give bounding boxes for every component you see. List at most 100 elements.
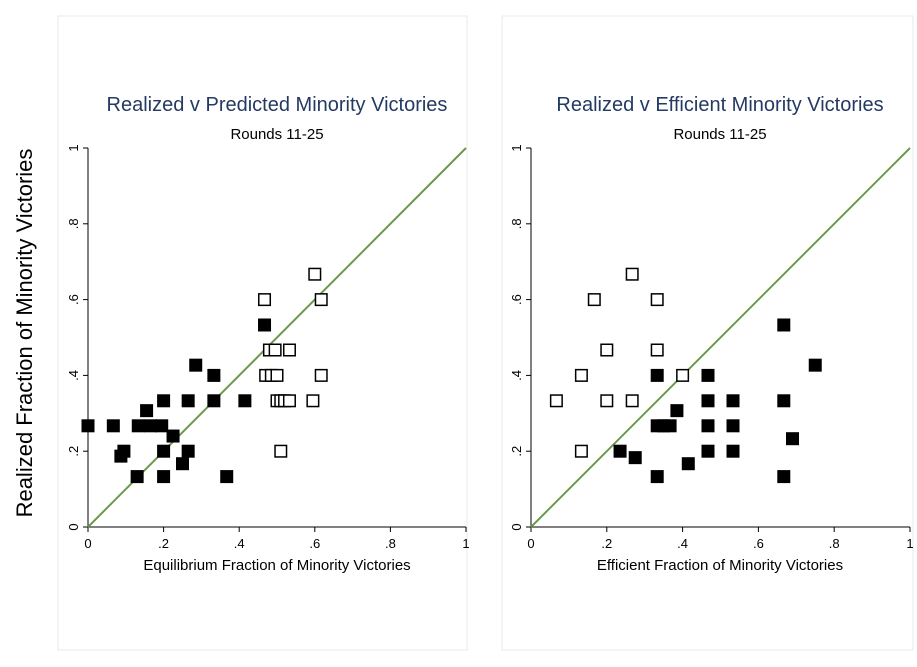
data-point-hollow	[587, 293, 601, 307]
data-point-filled	[157, 444, 171, 458]
data-point-filled	[207, 394, 221, 408]
data-point-filled	[681, 457, 695, 471]
data-point-filled	[117, 444, 131, 458]
data-point-hollow	[676, 368, 690, 382]
data-point-hollow	[314, 293, 328, 307]
data-point-hollow	[282, 343, 296, 357]
shared-y-axis-label: Realized Fraction of Minority Victories	[12, 149, 37, 518]
data-point-filled	[207, 368, 221, 382]
data-point-filled	[189, 358, 203, 372]
data-point-filled	[157, 394, 171, 408]
data-point-hollow	[625, 394, 639, 408]
data-point-hollow	[270, 368, 284, 382]
data-point-filled	[166, 429, 180, 443]
x-tick-label: 0	[84, 536, 91, 551]
y-tick-label: .8	[66, 218, 81, 229]
y-tick-label: .6	[66, 294, 81, 305]
data-point-filled	[663, 419, 677, 433]
x-tick-label: 1	[906, 536, 913, 551]
chart-subtitle: Rounds 11-25	[230, 126, 323, 143]
x-tick-label: .8	[385, 536, 396, 551]
data-point-filled	[140, 404, 154, 418]
x-tick-label: .6	[753, 536, 764, 551]
data-point-hollow	[574, 444, 588, 458]
x-axis-label: Equilibrium Fraction of Minority Victori…	[143, 557, 410, 574]
y-tick-label: 0	[66, 523, 81, 530]
data-point-filled	[131, 419, 145, 433]
data-point-filled	[701, 444, 715, 458]
data-point-hollow	[268, 343, 282, 357]
data-point-hollow	[549, 394, 563, 408]
y-tick-label: .6	[509, 294, 524, 305]
data-point-hollow	[258, 293, 272, 307]
y-tick-label: .4	[509, 370, 524, 381]
data-point-filled	[106, 419, 120, 433]
data-point-filled	[786, 432, 800, 446]
x-tick-label: .8	[829, 536, 840, 551]
data-point-hollow	[314, 368, 328, 382]
y-tick-label: .8	[509, 218, 524, 229]
data-point-filled	[258, 318, 272, 332]
data-point-filled	[777, 394, 791, 408]
data-point-filled	[157, 470, 171, 484]
chart-subtitle: Rounds 11-25	[673, 126, 766, 143]
x-tick-label: .4	[677, 536, 688, 551]
y-tick-label: 1	[66, 144, 81, 151]
x-tick-label: 0	[527, 536, 534, 551]
x-axis-label: Efficient Fraction of Minority Victories	[597, 557, 843, 574]
data-point-hollow	[650, 293, 664, 307]
data-point-filled	[628, 451, 642, 465]
x-tick-label: .4	[234, 536, 245, 551]
data-point-filled	[220, 470, 234, 484]
plot-area: 0 .2 .4 .6 .8 1 0 .2 .4 .6 .8 1	[66, 144, 470, 551]
data-point-filled	[726, 444, 740, 458]
plot-area: 0 .2 .4 .6 .8 1 0 .2 .4 .6 .8 1	[509, 144, 914, 551]
data-point-hollow	[600, 394, 614, 408]
reference-line-45deg	[530, 147, 911, 528]
data-point-filled	[701, 394, 715, 408]
panel-border	[57, 15, 468, 651]
chart-title: Realized v Predicted Minority Victories	[107, 94, 448, 116]
chart-panel-predicted: Realized v Predicted Minority Victories …	[57, 15, 470, 651]
y-tick-label: 0	[509, 523, 524, 530]
data-point-filled	[155, 419, 169, 433]
data-point-filled	[143, 419, 157, 433]
data-point-filled	[726, 394, 740, 408]
data-point-filled	[701, 419, 715, 433]
data-point-filled	[81, 419, 95, 433]
y-tick-label: .2	[509, 446, 524, 457]
data-point-hollow	[306, 394, 320, 408]
data-point-filled	[181, 394, 195, 408]
data-point-hollow	[650, 343, 664, 357]
data-point-hollow	[574, 368, 588, 382]
x-tick-label: .2	[601, 536, 612, 551]
y-tick-label: .2	[66, 446, 81, 457]
panel-border	[501, 15, 914, 651]
y-tick-label: .4	[66, 370, 81, 381]
data-point-hollow	[625, 267, 639, 281]
data-point-filled	[650, 368, 664, 382]
data-point-filled	[726, 419, 740, 433]
chart-panel-efficient: Realized v Efficient Minority Victories …	[501, 15, 914, 651]
data-point-hollow	[282, 394, 296, 408]
x-tick-label: .2	[158, 536, 169, 551]
data-point-hollow	[308, 267, 322, 281]
data-point-filled	[130, 470, 144, 484]
data-point-filled	[181, 444, 195, 458]
data-point-filled	[701, 368, 715, 382]
data-point-hollow	[274, 444, 288, 458]
chart-title: Realized v Efficient Minority Victories	[556, 94, 883, 116]
x-tick-label: .6	[309, 536, 320, 551]
data-point-filled	[777, 318, 791, 332]
data-point-hollow	[600, 343, 614, 357]
data-point-filled	[613, 444, 627, 458]
data-point-filled	[808, 358, 822, 372]
data-point-filled	[176, 457, 189, 471]
reference-line-45deg	[87, 147, 467, 528]
data-point-filled	[650, 470, 664, 484]
data-point-filled	[670, 404, 684, 418]
data-point-filled	[238, 394, 252, 408]
y-tick-label: 1	[509, 144, 524, 151]
